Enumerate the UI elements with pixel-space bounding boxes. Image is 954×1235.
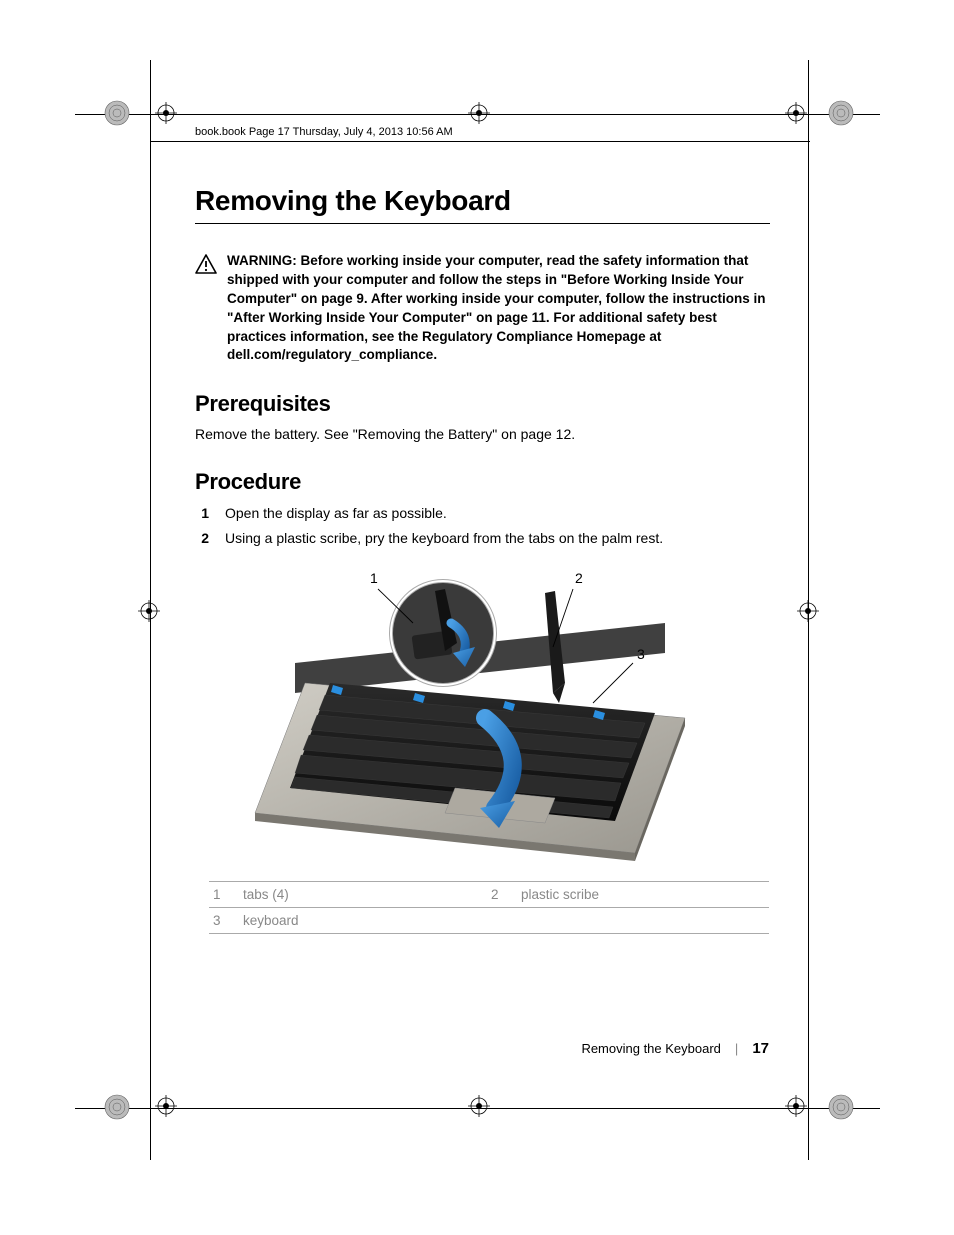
running-header: book.book Page 17 Thursday, July 4, 2013… (195, 126, 453, 138)
callout-1: 1 (370, 570, 378, 586)
page-title: Removing the Keyboard (195, 185, 770, 217)
section-prerequisites: Prerequisites (195, 391, 770, 417)
round-mark-tl (104, 100, 130, 126)
reg-mark-top-right (785, 102, 807, 124)
reg-mark-bot-right (785, 1095, 807, 1117)
reg-mark-left-mid (138, 600, 160, 622)
legend-label-1: tabs (4) (239, 882, 487, 908)
step-2-text: Using a plastic scribe, pry the keyboard… (225, 528, 663, 550)
reg-mark-bot-mid (468, 1095, 490, 1117)
callout-3: 3 (637, 646, 645, 662)
legend-num-3: 3 (209, 908, 239, 934)
reg-mark-bot-left (155, 1095, 177, 1117)
footer-title: Removing the Keyboard (581, 1041, 720, 1056)
legend-row-2: 3 keyboard (209, 908, 769, 934)
warning-icon (195, 254, 217, 279)
reg-mark-top-mid (468, 102, 490, 124)
legend-num-2: 2 (487, 882, 517, 908)
round-mark-br (828, 1094, 854, 1120)
step-2: 2Using a plastic scribe, pry the keyboar… (195, 528, 770, 550)
warning-label: WARNING: (227, 253, 297, 268)
header-rule (150, 141, 810, 142)
legend-label-4 (517, 908, 769, 934)
prerequisites-text: Remove the battery. See "Removing the Ba… (195, 425, 770, 445)
round-mark-tr (828, 100, 854, 126)
round-mark-bl (104, 1094, 130, 1120)
warning-text: WARNING: Before working inside your comp… (227, 252, 770, 365)
content-area: Removing the Keyboard WARNING: Before wo… (195, 185, 770, 934)
warning-block: WARNING: Before working inside your comp… (195, 252, 770, 365)
procedure-steps: 1Open the display as far as possible. 2U… (195, 503, 770, 549)
footer-page-number: 17 (752, 1040, 769, 1057)
section-procedure: Procedure (195, 469, 770, 495)
reg-mark-top-left (155, 102, 177, 124)
step-1: 1Open the display as far as possible. (195, 503, 770, 525)
legend-row-1: 1 tabs (4) 2 plastic scribe (209, 882, 769, 908)
page: book.book Page 17 Thursday, July 4, 2013… (0, 0, 954, 1235)
page-footer: Removing the Keyboard | 17 (581, 1040, 769, 1057)
reg-mark-right-mid (797, 600, 819, 622)
legend-num-4 (487, 908, 517, 934)
title-rule (195, 223, 770, 224)
legend-num-1: 1 (209, 882, 239, 908)
warning-body: Before working inside your computer, rea… (227, 253, 765, 362)
figure-laptop: 1 2 3 (195, 563, 770, 863)
callout-2: 2 (575, 570, 583, 586)
step-1-text: Open the display as far as possible. (225, 503, 447, 525)
legend-label-3: keyboard (239, 908, 487, 934)
footer-sep: | (735, 1041, 738, 1056)
legend-label-2: plastic scribe (517, 882, 769, 908)
legend-table: 1 tabs (4) 2 plastic scribe 3 keyboard (209, 881, 769, 934)
